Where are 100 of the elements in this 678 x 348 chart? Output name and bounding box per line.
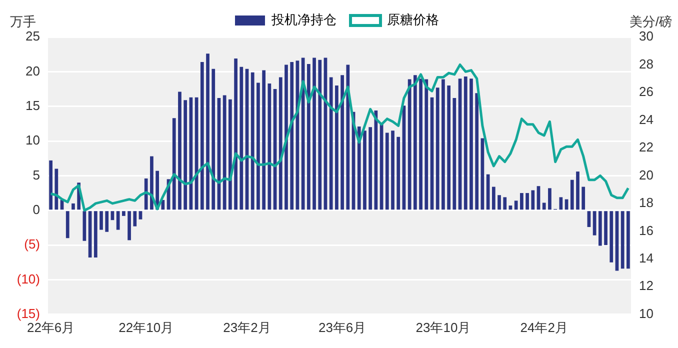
- bar: [419, 78, 422, 210]
- bar: [212, 68, 216, 210]
- y-tick-label: (10): [16, 271, 40, 286]
- y2-tick-label: 16: [639, 222, 654, 238]
- bar: [278, 77, 282, 210]
- bar: [436, 88, 440, 210]
- y-tick-label: 5: [32, 167, 40, 182]
- bar: [329, 77, 333, 210]
- bar: [598, 211, 602, 246]
- bar: [531, 190, 535, 210]
- y2-tick-label: 12: [639, 278, 654, 294]
- y2-tick-label: 24: [639, 112, 654, 127]
- bar: [206, 54, 210, 210]
- bar: [520, 193, 524, 210]
- y2-axis-title: 美分/磅: [629, 14, 672, 30]
- bar: [424, 79, 428, 210]
- bar: [475, 93, 479, 210]
- bar: [526, 193, 529, 210]
- bar: [228, 99, 232, 210]
- bar: [548, 188, 552, 210]
- y2-tick-label: 30: [639, 28, 654, 44]
- x-tick-label: 22年6月: [26, 320, 75, 335]
- x-tick-label: 23年10月: [416, 320, 471, 335]
- bar: [576, 172, 580, 210]
- bar: [133, 211, 137, 226]
- bar: [447, 86, 450, 210]
- bar: [66, 211, 70, 238]
- bar: [346, 64, 350, 210]
- bar: [492, 186, 496, 210]
- bar: [559, 197, 563, 210]
- bar: [503, 197, 507, 210]
- bar: [335, 86, 338, 210]
- bar: [408, 79, 412, 210]
- bar: [49, 160, 52, 210]
- bar: [363, 130, 366, 210]
- bar: [268, 83, 272, 210]
- bar: [234, 58, 238, 210]
- y-tick-label: (15): [16, 306, 40, 321]
- y-tick-label: 25: [26, 28, 40, 44]
- y2-tick-label: 10: [639, 306, 654, 321]
- bar: [240, 66, 244, 210]
- x-tick-label: 24年2月: [520, 320, 568, 335]
- x-tick-label: 23年6月: [318, 320, 366, 335]
- bar: [250, 72, 254, 210]
- bar: [200, 62, 204, 210]
- y-tick-label: 0: [32, 202, 40, 217]
- bar: [122, 211, 126, 216]
- bar: [306, 64, 310, 210]
- bar: [452, 98, 456, 210]
- y2-tick-label: 14: [639, 250, 654, 266]
- bar: [514, 200, 518, 210]
- y-tick-label: 20: [26, 63, 40, 78]
- y-tick-label: 15: [26, 98, 40, 113]
- bar: [262, 70, 266, 210]
- bar: [396, 136, 400, 210]
- bar: [587, 211, 591, 228]
- bar: [116, 211, 120, 230]
- bar: [542, 202, 546, 210]
- bar: [178, 92, 182, 210]
- y2-tick-label: 28: [639, 56, 654, 72]
- bar: [312, 58, 316, 210]
- bar: [464, 76, 468, 210]
- bar: [340, 75, 344, 210]
- x-tick-label: 23年2月: [223, 320, 271, 335]
- y2-tick-label: 18: [639, 195, 654, 210]
- bar: [318, 60, 322, 210]
- bar: [256, 82, 260, 210]
- y2-tick-label: 22: [639, 140, 654, 155]
- bar: [138, 211, 142, 220]
- y-tick-label: 10: [26, 132, 40, 148]
- bar: [570, 180, 574, 210]
- x-tick-label: 22年10月: [118, 320, 174, 335]
- bar: [184, 100, 188, 210]
- legend-label: 原糖价格: [387, 12, 439, 28]
- bar: [172, 118, 176, 210]
- y-axis-title: 万手: [10, 14, 36, 30]
- bar: [54, 168, 58, 210]
- bar: [368, 127, 372, 210]
- bar: [144, 178, 148, 210]
- bar: [150, 156, 154, 210]
- bar: [592, 211, 596, 236]
- y2-tick-label: 20: [639, 167, 654, 182]
- y-tick-label: (5): [24, 236, 40, 252]
- legend-label: 投机净持仓: [270, 12, 336, 28]
- bar: [470, 78, 473, 210]
- bar: [357, 126, 361, 210]
- bar: [128, 211, 131, 240]
- bar: [284, 64, 288, 210]
- bar: [105, 211, 109, 232]
- bar: [391, 130, 394, 210]
- y2-tick-label: 26: [639, 84, 654, 100]
- bar: [94, 211, 98, 258]
- bar: [620, 211, 624, 269]
- bar: [626, 211, 630, 269]
- bar: [290, 62, 294, 210]
- bar: [610, 211, 614, 262]
- bar: [100, 211, 103, 230]
- bar: [604, 211, 608, 246]
- bar: [222, 95, 226, 210]
- bar: [72, 203, 75, 210]
